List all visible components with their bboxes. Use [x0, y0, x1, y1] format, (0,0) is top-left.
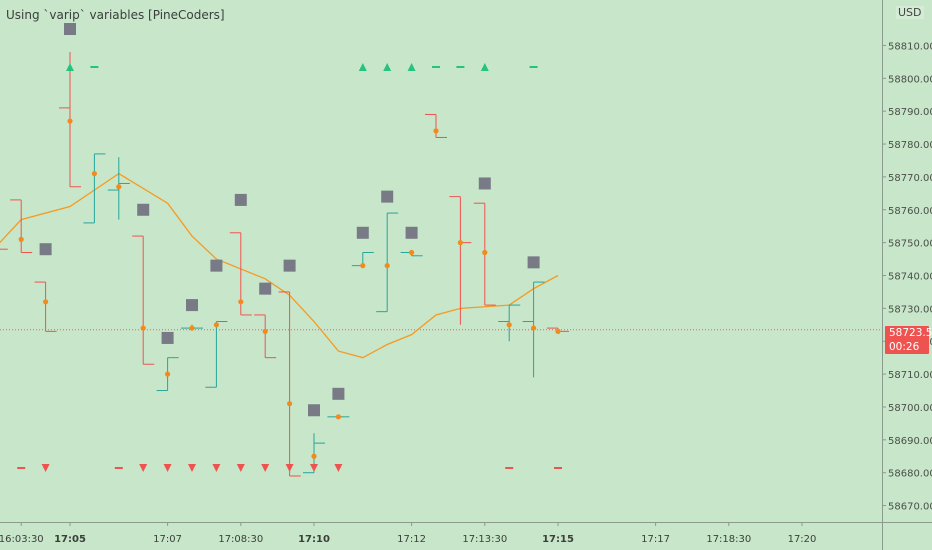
- bar-countdown: 00:26: [889, 341, 920, 353]
- price-tick-label: 58690.00: [888, 436, 932, 447]
- gray-square-marker: [332, 387, 345, 400]
- price-dot: [165, 371, 171, 377]
- up-triangle-marker: [407, 63, 416, 71]
- time-tick-label: 17:18:30: [706, 534, 751, 545]
- gray-square-marker: [405, 226, 418, 239]
- last-price-tag: 58723.51 00:26: [885, 326, 932, 354]
- gray-square-marker: [186, 299, 198, 312]
- down-triangle-marker: [188, 464, 196, 472]
- gray-square-marker: [64, 23, 76, 36]
- down-triangle-marker: [236, 464, 245, 472]
- price-dot: [482, 249, 488, 256]
- time-tick-label: 17:07: [153, 534, 182, 545]
- price-tick-label: 58740.00: [888, 272, 932, 283]
- price-dot: [43, 299, 49, 305]
- price-dot: [531, 325, 537, 331]
- price-tick-label: 58780.00: [888, 140, 932, 151]
- up-triangle-marker: [480, 63, 489, 71]
- price-tick-label: 58760.00: [888, 206, 932, 217]
- gray-square-marker: [210, 259, 223, 272]
- down-triangle-marker: [261, 464, 270, 472]
- time-tick-label: 17:05: [54, 534, 86, 545]
- gray-square-marker: [137, 203, 150, 216]
- down-triangle-marker: [139, 464, 148, 472]
- price-tick-label: 58710.00: [888, 370, 932, 381]
- price-tick-label: 58790.00: [888, 107, 932, 118]
- price-dot: [384, 263, 390, 269]
- currency-label[interactable]: USD: [896, 6, 924, 19]
- time-tick-label: 17:08:30: [218, 534, 263, 545]
- up-triangle-marker: [358, 63, 367, 71]
- price-dot: [335, 414, 341, 420]
- plot-area: [0, 23, 882, 477]
- price-dot: [506, 322, 512, 328]
- price-tick-label: 58700.00: [888, 403, 932, 414]
- gray-square-marker: [39, 243, 52, 256]
- down-triangle-marker: [41, 464, 50, 472]
- time-tick-label: 17:10: [298, 534, 330, 545]
- price-tick-label: 58730.00: [888, 304, 932, 315]
- price-dot: [67, 118, 73, 124]
- time-tick-label: 17:12: [397, 534, 426, 545]
- up-triangle-marker: [383, 63, 392, 71]
- time-tick-label: 17:20: [788, 534, 817, 545]
- up-triangle-marker: [66, 63, 74, 71]
- gray-square-marker: [161, 331, 174, 344]
- price-dot: [287, 401, 293, 407]
- price-dot: [213, 322, 219, 328]
- price-tick-label: 58750.00: [888, 239, 932, 250]
- gray-square-marker: [478, 177, 491, 190]
- down-triangle-marker: [310, 464, 318, 472]
- price-dot: [91, 171, 97, 177]
- price-tick-label: 58810.00: [888, 41, 932, 52]
- time-tick-label: 17:15: [542, 534, 574, 545]
- price-dot: [238, 299, 244, 305]
- last-price-value: 58723.51: [889, 327, 932, 339]
- price-dot: [457, 240, 463, 246]
- price-dot: [311, 453, 317, 459]
- down-triangle-marker: [163, 464, 172, 472]
- price-dot: [360, 263, 366, 269]
- down-triangle-marker: [212, 464, 221, 472]
- indicator-title[interactable]: Using `varip` variables [PineCoders]: [6, 8, 225, 22]
- price-tick-label: 58800.00: [888, 74, 932, 85]
- time-tick-label: 16:03:30: [0, 534, 44, 545]
- gray-square-marker: [283, 259, 296, 272]
- price-dot: [116, 184, 122, 190]
- price-tick-label: 58680.00: [888, 469, 932, 480]
- gray-square-marker: [356, 226, 369, 239]
- price-dot: [189, 325, 195, 331]
- down-triangle-marker: [334, 464, 343, 472]
- gray-square-marker: [234, 193, 247, 206]
- price-dot: [409, 249, 415, 256]
- time-tick-label: 17:17: [641, 534, 670, 545]
- gray-square-marker: [381, 190, 394, 203]
- price-tick-label: 58670.00: [888, 502, 932, 513]
- price-dot: [262, 328, 268, 334]
- down-triangle-marker: [285, 464, 294, 472]
- gray-square-marker: [527, 256, 540, 269]
- price-tick-label: 58770.00: [888, 173, 932, 184]
- price-dot: [140, 325, 146, 331]
- gray-square-marker: [259, 282, 272, 295]
- price-dot: [18, 236, 24, 242]
- time-tick-label: 17:13:30: [462, 534, 507, 545]
- gray-square-marker: [308, 404, 320, 417]
- price-dot: [433, 128, 439, 134]
- price-dot: [555, 328, 561, 334]
